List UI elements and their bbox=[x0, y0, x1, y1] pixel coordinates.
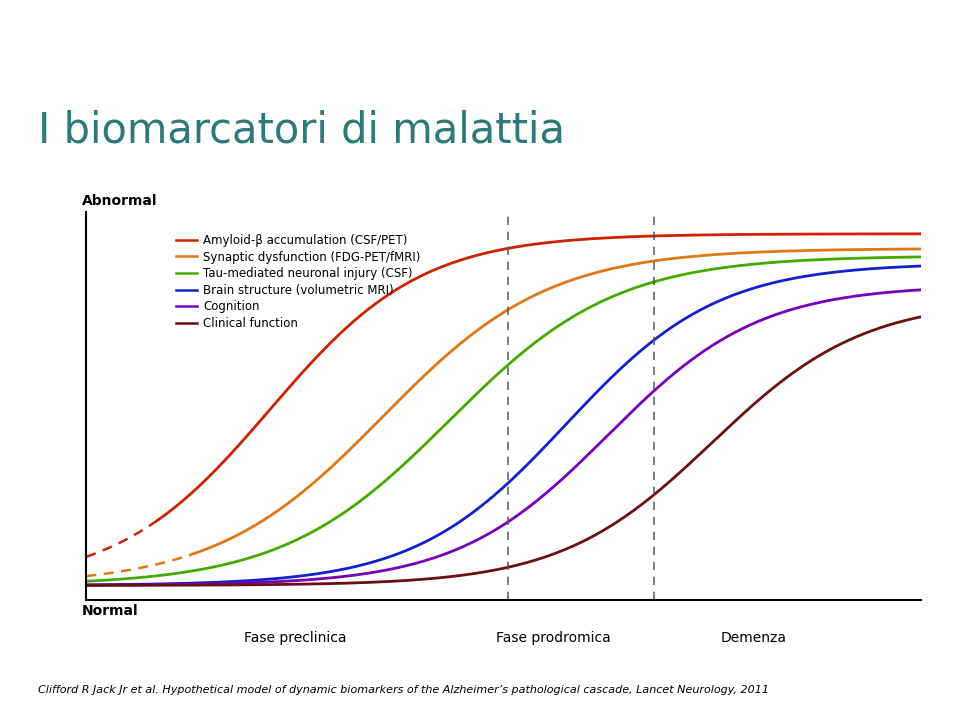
Legend: Amyloid-β accumulation (CSF/PET), Synaptic dysfunction (FDG-PET/fMRI), Tau-media: Amyloid-β accumulation (CSF/PET), Synapt… bbox=[172, 229, 426, 335]
Text: Abnormal: Abnormal bbox=[82, 194, 157, 208]
Text: Fase preclinica: Fase preclinica bbox=[244, 631, 346, 645]
Text: Normal: Normal bbox=[82, 604, 139, 618]
Text: Clifford R Jack Jr et al. Hypothetical model of dynamic biomarkers of the Alzhei: Clifford R Jack Jr et al. Hypothetical m… bbox=[38, 686, 769, 695]
Text: I biomarcatori di malattia: I biomarcatori di malattia bbox=[38, 109, 566, 151]
Text: Fase prodromica: Fase prodromica bbox=[496, 631, 611, 645]
Text: Demenza: Demenza bbox=[721, 631, 786, 645]
Text: 7: 7 bbox=[921, 18, 933, 35]
